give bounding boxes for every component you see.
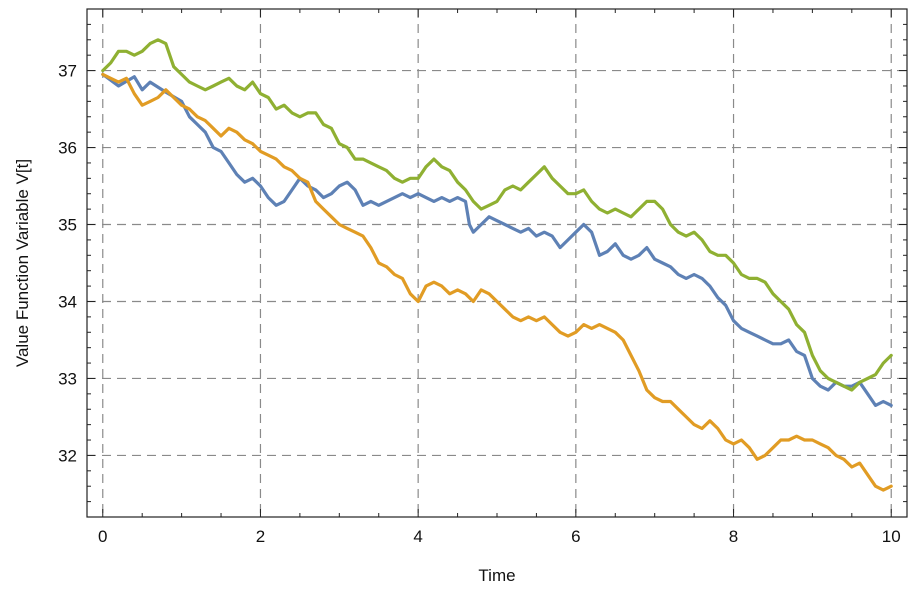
x-tick-label: 6 xyxy=(571,527,580,546)
y-tick-label: 33 xyxy=(58,369,77,388)
x-tick-label: 8 xyxy=(729,527,738,546)
x-axis-title: Time xyxy=(478,566,515,585)
x-tick-label: 2 xyxy=(256,527,265,546)
axis-ticks: 0 2 4 6 8 10 32 33 34 35 36 37 xyxy=(58,9,907,546)
y-tick-label: 35 xyxy=(58,216,77,235)
y-tick-label: 36 xyxy=(58,139,77,158)
y-axis-title: Value Function Variable V[t] xyxy=(13,159,32,367)
x-tick-label: 0 xyxy=(98,527,107,546)
x-tick-label: 4 xyxy=(413,527,422,546)
series-line-2 xyxy=(101,72,893,492)
y-tick-label: 34 xyxy=(58,292,77,311)
x-tick-label: 10 xyxy=(882,527,901,546)
y-tick-label: 37 xyxy=(58,62,77,81)
series-line-3 xyxy=(101,38,893,392)
series-line-1 xyxy=(101,72,893,407)
series-layer xyxy=(101,38,893,492)
y-tick-label: 32 xyxy=(58,446,77,465)
